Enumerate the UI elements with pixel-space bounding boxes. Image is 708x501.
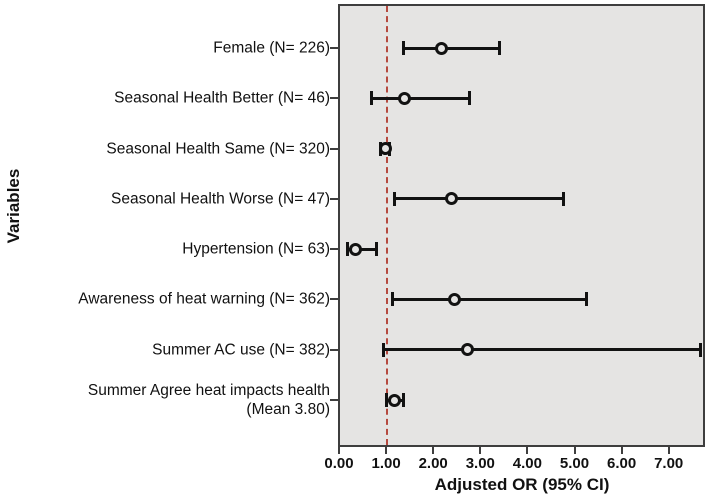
y-category-label: Seasonal Health Same (N= 320) [106,140,330,158]
x-tick [432,447,435,454]
ci-cap-high [374,242,378,257]
reference-line-or-1 [386,6,389,445]
y-category-label: Seasonal Health Better (N= 46) [114,89,330,107]
ci-bar [394,197,564,201]
x-tick-label: 1.00 [371,455,401,472]
ci-cap-low [402,41,406,55]
ci-cap-low [393,191,397,206]
plot-area [338,4,705,447]
ci-cap-high [468,91,472,106]
x-tick [338,447,340,454]
ci-cap-low [384,393,388,408]
x-tick [620,447,623,454]
x-tick [526,447,529,454]
ci-bar [371,96,470,100]
x-tick [667,447,670,454]
ci-cap-low [382,342,386,357]
x-tick-label: 4.00 [512,455,542,472]
x-tick-label: 0.00 [324,455,354,472]
y-tick [330,197,339,200]
y-tick [330,298,339,301]
or-marker [445,192,459,206]
ci-cap-low [391,292,395,307]
ci-cap-high [584,292,588,307]
x-axis-title: Adjusted OR (95% CI) [434,475,610,494]
ci-cap-high [561,191,565,206]
x-tick-label: 3.00 [465,455,495,472]
x-tick [479,447,482,454]
ci-bar [403,46,500,50]
x-tick-label: 2.00 [418,455,448,472]
or-marker [447,292,461,306]
y-category-label: Seasonal Health Worse (N= 47) [111,190,330,208]
or-marker [378,142,392,156]
or-marker [461,343,475,357]
y-tick [330,399,339,402]
or-marker [387,393,401,407]
x-tick [385,447,388,454]
or-marker [398,91,412,105]
y-category-label: Female (N= 226) [213,39,330,57]
y-category-label: Awareness of heat warning (N= 362) [78,290,330,308]
ci-cap-low [345,242,349,257]
ci-cap-high [401,393,405,408]
y-axis-title: Variables [4,168,23,244]
y-tick [330,147,339,150]
y-tick [330,47,339,49]
ci-cap-high [699,342,703,357]
y-tick [330,348,339,351]
y-category-label: Summer Agree heat impacts health (Mean 3.… [87,382,330,419]
y-category-label: Hypertension (N= 63) [182,240,330,258]
ci-cap-low [369,91,373,106]
x-tick-label: 7.00 [654,455,684,472]
x-tick-label: 6.00 [606,455,637,472]
x-tick [573,447,576,454]
ci-bar [383,348,701,352]
x-tick-label: 5.00 [559,455,590,472]
y-tick [330,248,339,251]
ci-bar [392,297,587,301]
y-category-label: Summer AC use (N= 382) [152,341,330,359]
or-marker [349,242,363,256]
y-tick [330,97,339,100]
or-marker [435,41,449,55]
ci-cap-high [498,41,502,55]
